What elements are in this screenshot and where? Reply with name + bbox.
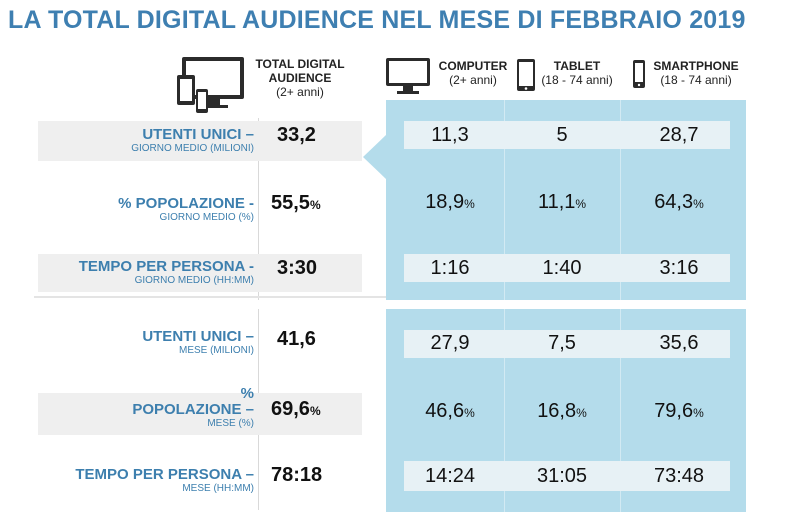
row-label: % POPOLAZIONE - GIORNO MEDIO (%) (118, 195, 254, 223)
computer-value: 1:16 (430, 257, 470, 279)
row-shade (38, 254, 260, 292)
smartphone-value: 73:48 (653, 465, 705, 487)
tablet-value: 31:05 (536, 465, 588, 487)
smartphone-value: 35,6 (659, 332, 699, 354)
tablet-value: 1:40 (542, 257, 582, 279)
computer-value: 46,6% (425, 400, 475, 422)
cell-shade (404, 461, 730, 491)
computer-value: 27,9 (430, 332, 470, 354)
header-tablet: TABLET (18 - 74 anni) (541, 59, 613, 87)
computer-value: 18,9% (425, 191, 475, 213)
row-shade (38, 121, 260, 161)
row-label: UTENTI UNICI – GIORNO MEDIO (MILIONI) (131, 126, 254, 154)
row-shade (258, 254, 362, 292)
row-label: TEMPO PER PERSONA – MESE (HH:MM) (75, 466, 254, 494)
header-total: TOTAL DIGITAL AUDIENCE (2+ anni) (255, 57, 345, 99)
total-value: 33,2 (277, 124, 316, 146)
total-value: 78:18 (271, 464, 323, 486)
row-shade (258, 393, 362, 435)
total-column-divider (258, 118, 259, 510)
tablet-value: 7,5 (548, 332, 576, 354)
row-label: TEMPO PER PERSONA - GIORNO MEDIO (HH:MM) (78, 258, 254, 286)
cell-shade (404, 121, 730, 149)
section-separator (34, 300, 746, 309)
cell-shade (404, 330, 730, 358)
total-value: 55,5% (271, 192, 321, 214)
row-shade (38, 393, 260, 435)
section-separator-line (34, 296, 386, 298)
computer-value: 14:24 (424, 465, 476, 487)
tablet-value: 5 (556, 124, 568, 146)
smartphone-value: 3:16 (659, 257, 699, 279)
row-shade (258, 121, 362, 161)
panel-pointer (363, 135, 386, 179)
computer-value: 11,3 (431, 124, 469, 146)
tablet-icon (517, 59, 535, 91)
total-value: 41,6 (277, 328, 316, 350)
page-title: LA TOTAL DIGITAL AUDIENCE NEL MESE DI FE… (8, 6, 746, 34)
row-label: % POPOLAZIONE – MESE (%) (132, 385, 254, 429)
multi-device-icon (177, 57, 244, 113)
smartphone-value: 79,6% (654, 400, 704, 422)
header-computer: COMPUTER (2+ anni) (438, 59, 508, 87)
tablet-value: 16,8% (537, 400, 587, 422)
tablet-value: 11,1% (537, 191, 587, 213)
monitor-icon (386, 58, 430, 94)
cell-shade (404, 254, 730, 282)
smartphone-icon (633, 60, 645, 88)
total-value: 3:30 (277, 257, 318, 279)
row-label: UTENTI UNICI – MESE (MILIONI) (142, 328, 254, 356)
smartphone-value: 64,3% (654, 191, 704, 213)
total-value: 69,6% (271, 398, 321, 420)
header-smartphone: SMARTPHONE (18 - 74 anni) (653, 59, 739, 87)
smartphone-value: 28,7 (659, 124, 699, 146)
